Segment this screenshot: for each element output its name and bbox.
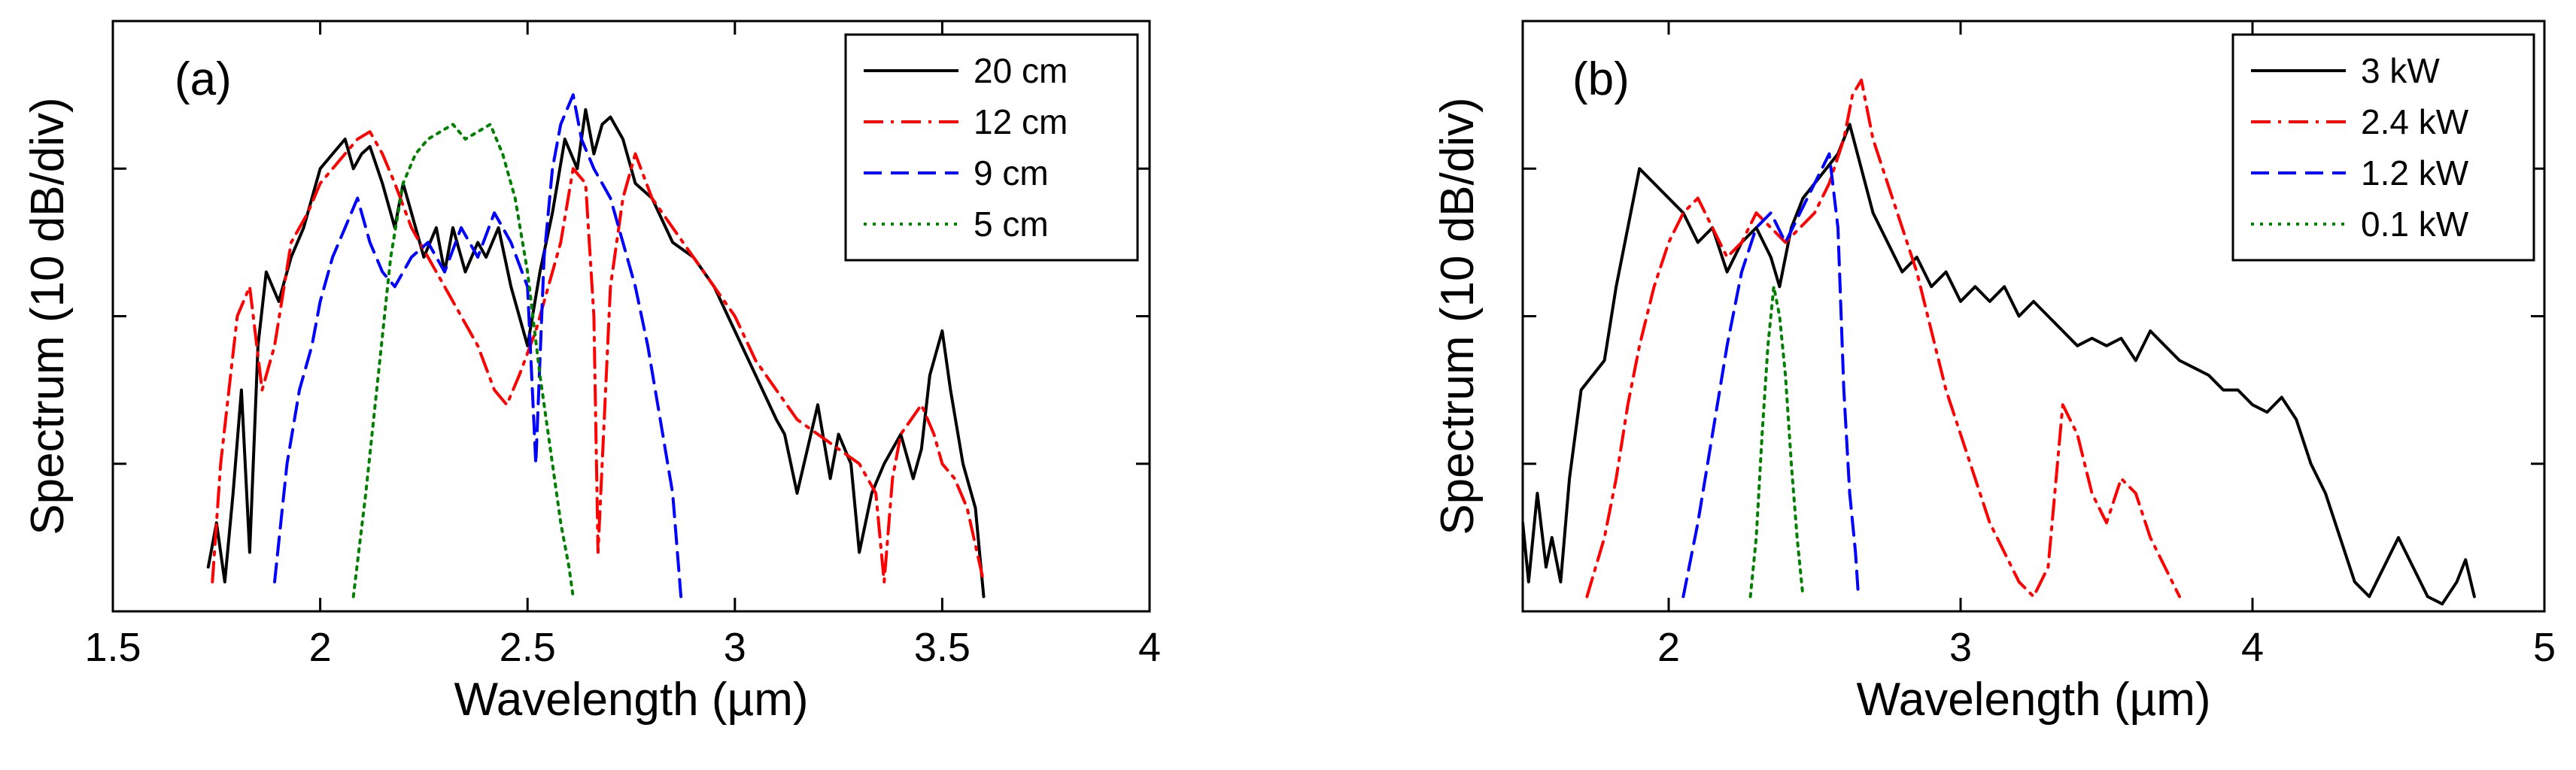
x-tick-label: 3.5: [914, 625, 971, 670]
legend-label: 20 cm: [974, 51, 1068, 90]
series-line-20-cm: [206, 108, 986, 599]
legend-label: 1.2 kW: [2361, 153, 2469, 192]
x-tick-label: 3: [1949, 625, 1972, 670]
legend-label: 9 cm: [974, 153, 1049, 192]
legend-label: 2.4 kW: [2361, 102, 2469, 141]
series-group: [206, 93, 986, 599]
legend-label: 12 cm: [974, 102, 1068, 141]
series-line-1.2-kw: [1681, 152, 1861, 599]
x-tick-label: 2: [1657, 625, 1680, 670]
x-tick-label: 4: [2241, 625, 2264, 670]
legend-label: 3 kW: [2361, 51, 2440, 90]
legend-label: 5 cm: [974, 205, 1049, 244]
panel-b: 2 3 4 5 Wavelength (µm) Spectrum (10 dB/div) (…: [1432, 20, 2556, 726]
x-tick-label: 2: [309, 625, 332, 670]
panel-a: 1.5 2 2.5 3 3.5 4 Wavelength (µm) Spectrum (10 …: [22, 20, 1161, 726]
panel-label: (b): [1572, 53, 1630, 105]
series-line-2.4-kw: [1585, 78, 2181, 599]
x-tick-label: 5: [2533, 625, 2556, 670]
x-tick-label: 4: [1138, 625, 1161, 670]
x-axis-label: Wavelength (µm): [1857, 674, 2211, 726]
series-line-9-cm: [273, 93, 683, 599]
legend: 3 kW 2.4 kW 1.2 kW 0.1 kW: [2231, 33, 2535, 262]
series-line-0.1-kw: [1748, 285, 1805, 599]
x-tick-label: 2.5: [500, 625, 556, 670]
series-group: [1523, 78, 2476, 606]
legend-label: 0.1 kW: [2361, 205, 2469, 244]
x-tick-label: 1.5: [84, 625, 141, 670]
series-line-12-cm: [211, 130, 986, 584]
panel-label: (a): [175, 53, 232, 105]
y-axis-label: Spectrum (10 dB/div): [1432, 97, 1484, 535]
x-axis-label: Wavelength (µm): [454, 674, 809, 726]
y-axis-label: Spectrum (10 dB/div): [22, 97, 74, 535]
legend: 20 cm 12 cm 9 cm 5 cm: [844, 33, 1139, 262]
series-line-5-cm: [351, 123, 575, 599]
x-tick-label: 3: [724, 625, 746, 670]
series-line-3-kw: [1523, 123, 2476, 606]
